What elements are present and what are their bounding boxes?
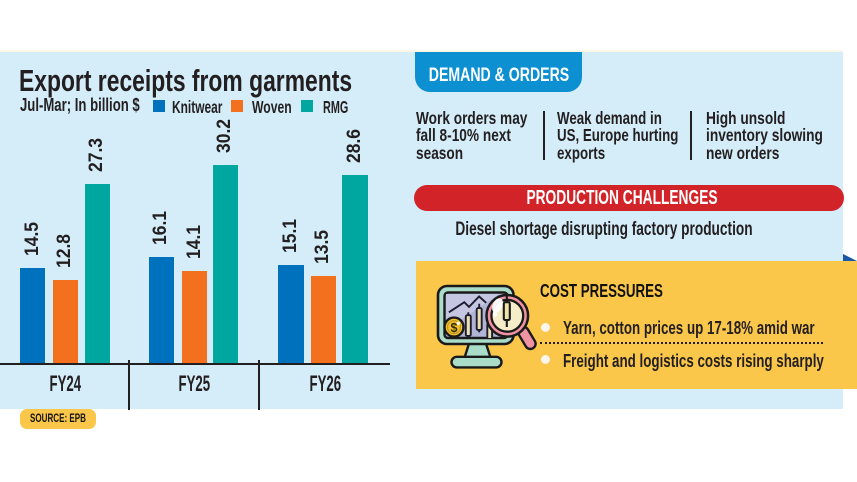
svg-text:$: $ (451, 321, 458, 335)
